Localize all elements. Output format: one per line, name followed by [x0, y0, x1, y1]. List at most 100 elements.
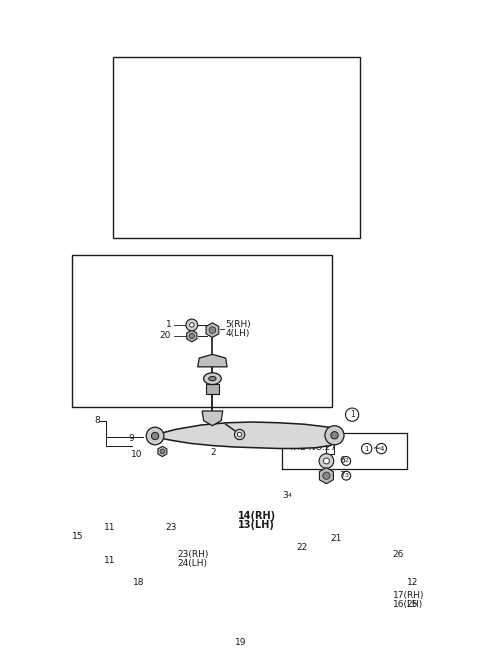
Circle shape	[146, 427, 164, 445]
Text: 16(LH): 16(LH)	[393, 600, 423, 609]
Circle shape	[319, 454, 334, 468]
Circle shape	[346, 592, 355, 602]
Circle shape	[370, 596, 379, 605]
Circle shape	[234, 430, 245, 440]
Text: 23(RH): 23(RH)	[177, 550, 208, 559]
Circle shape	[390, 598, 393, 601]
Circle shape	[160, 449, 165, 454]
Text: ~: ~	[372, 443, 381, 453]
Text: 24(LH): 24(LH)	[177, 560, 207, 569]
Text: 2: 2	[210, 449, 216, 457]
Circle shape	[325, 426, 344, 445]
Text: 8: 8	[95, 416, 100, 425]
Polygon shape	[198, 354, 227, 367]
Ellipse shape	[155, 588, 179, 603]
Text: 20: 20	[160, 331, 171, 340]
Circle shape	[228, 532, 252, 556]
Text: 22: 22	[297, 543, 308, 552]
Circle shape	[387, 595, 396, 604]
Circle shape	[165, 535, 168, 538]
Circle shape	[349, 596, 352, 598]
Text: 3: 3	[344, 473, 348, 478]
Circle shape	[164, 556, 173, 565]
Polygon shape	[140, 590, 150, 602]
Text: 1: 1	[350, 410, 355, 419]
Ellipse shape	[209, 377, 216, 381]
Polygon shape	[216, 543, 374, 584]
Text: 6: 6	[339, 457, 345, 466]
Text: 4: 4	[379, 445, 384, 451]
Bar	[113, 57, 360, 237]
Circle shape	[324, 592, 333, 602]
Circle shape	[90, 533, 97, 541]
Text: 11: 11	[104, 523, 115, 533]
Circle shape	[123, 534, 128, 539]
Circle shape	[349, 534, 355, 539]
Bar	[72, 255, 332, 407]
Ellipse shape	[162, 592, 172, 598]
Circle shape	[138, 535, 143, 539]
Text: 9: 9	[128, 434, 134, 443]
Circle shape	[327, 596, 330, 598]
Circle shape	[189, 333, 194, 338]
Text: 19: 19	[235, 638, 246, 647]
Polygon shape	[187, 330, 197, 342]
Text: 14(RH): 14(RH)	[238, 511, 276, 521]
Polygon shape	[158, 446, 167, 457]
Circle shape	[84, 528, 102, 546]
Circle shape	[391, 576, 404, 589]
Polygon shape	[319, 468, 334, 483]
Polygon shape	[347, 531, 357, 543]
Text: 2: 2	[344, 459, 348, 464]
Circle shape	[238, 432, 242, 437]
Circle shape	[269, 493, 274, 498]
Text: 18: 18	[133, 578, 145, 587]
Circle shape	[162, 532, 171, 541]
Text: 12: 12	[407, 578, 418, 587]
Text: 1: 1	[166, 320, 171, 329]
Circle shape	[360, 547, 389, 577]
Text: 1: 1	[364, 445, 369, 451]
Text: NOTE: NOTE	[288, 435, 316, 443]
Text: 10: 10	[131, 450, 143, 459]
Circle shape	[190, 323, 194, 327]
Text: THE NO.27: THE NO.27	[288, 443, 336, 453]
Circle shape	[217, 596, 222, 601]
Text: 15: 15	[72, 532, 84, 541]
Circle shape	[279, 555, 293, 568]
Text: 13(LH): 13(LH)	[238, 520, 275, 530]
Text: 25: 25	[407, 600, 418, 609]
Polygon shape	[120, 531, 131, 543]
Polygon shape	[202, 411, 223, 426]
Polygon shape	[218, 523, 256, 577]
Circle shape	[204, 609, 206, 612]
Circle shape	[234, 626, 246, 638]
Circle shape	[227, 619, 253, 646]
Circle shape	[167, 559, 170, 562]
Text: 4(LH): 4(LH)	[226, 329, 250, 338]
Text: 21: 21	[330, 534, 342, 543]
Circle shape	[198, 588, 208, 598]
Circle shape	[151, 432, 159, 440]
Circle shape	[368, 555, 381, 568]
Bar	[206, 384, 219, 394]
Circle shape	[373, 599, 376, 602]
Polygon shape	[120, 554, 131, 566]
Polygon shape	[314, 545, 324, 555]
Circle shape	[265, 489, 277, 501]
Ellipse shape	[204, 373, 221, 384]
Polygon shape	[206, 323, 219, 337]
Text: 11: 11	[104, 556, 115, 565]
Circle shape	[331, 432, 338, 439]
Text: 17(RH): 17(RH)	[393, 591, 424, 600]
Text: 23: 23	[166, 523, 177, 533]
Circle shape	[215, 594, 225, 604]
Circle shape	[317, 548, 321, 552]
Circle shape	[186, 319, 198, 331]
Circle shape	[323, 472, 330, 480]
Polygon shape	[154, 422, 336, 449]
Circle shape	[235, 539, 245, 549]
Text: 26: 26	[393, 550, 404, 559]
Text: 4: 4	[288, 493, 292, 498]
Text: 7: 7	[339, 471, 345, 480]
